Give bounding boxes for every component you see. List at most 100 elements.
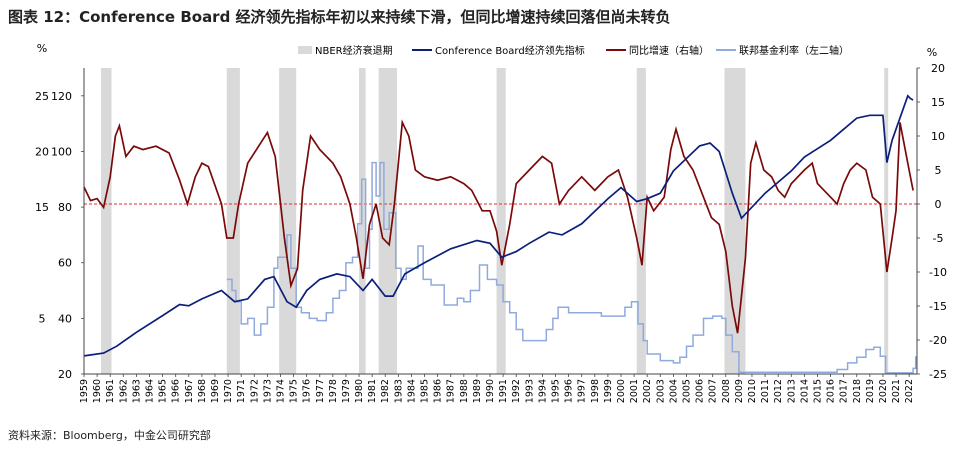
x-tick-label: 1982 <box>380 379 391 403</box>
chart-title: 图表 12：Conference Board 经济领先指标年初以来持续下滑，但同… <box>8 8 671 26</box>
left2-tick-label: 5 <box>39 312 46 325</box>
legend-recession-swatch <box>298 46 312 54</box>
right-tick-label: -25 <box>929 368 947 381</box>
x-tick-label: 1976 <box>302 379 313 403</box>
x-tick-label: 1962 <box>118 379 129 403</box>
recession-band <box>496 68 506 374</box>
x-tick-label: 1967 <box>184 379 195 403</box>
left2-tick-label: 15 <box>35 201 49 214</box>
left-tick-label: 20 <box>58 368 72 381</box>
x-tick-label: 2000 <box>616 379 627 403</box>
x-tick-label: 1981 <box>367 379 378 403</box>
x-tick-label: 1997 <box>577 379 588 403</box>
x-tick-label: 1988 <box>459 379 470 403</box>
x-tick-label: 1971 <box>236 379 247 403</box>
yoy-line <box>83 119 914 334</box>
x-tick-label: 2009 <box>734 379 745 403</box>
x-tick-label: 2015 <box>812 379 823 403</box>
recession-band <box>884 68 889 374</box>
right-tick-label: -20 <box>929 334 947 347</box>
x-tick-label: 2011 <box>760 379 771 403</box>
recession-band <box>101 68 112 374</box>
left-tick-label: 80 <box>58 201 72 214</box>
x-tick-label: 1968 <box>197 379 208 403</box>
recession-band <box>279 68 297 374</box>
x-tick-label: 1996 <box>564 379 575 403</box>
x-tick-label: 2003 <box>655 379 666 403</box>
legend-lei-label: Conference Board经济领先指标 <box>435 44 585 57</box>
x-tick-label: 1998 <box>590 379 601 403</box>
x-tick-label: 2019 <box>865 379 876 403</box>
x-tick-label: 1985 <box>420 379 431 403</box>
x-tick-label: 1990 <box>485 379 496 403</box>
right-tick-label: -5 <box>933 232 944 245</box>
right-tick-label: 10 <box>931 130 945 143</box>
source-note: 资料来源：Bloomberg，中金公司研究部 <box>8 429 211 442</box>
x-tick-label: 1993 <box>524 379 535 403</box>
x-tick-label: 1959 <box>79 379 90 403</box>
x-tick-label: 1965 <box>158 379 169 403</box>
chart-axes: 1959 1960 1961 1962 1963 1964 1965 1966 1967 1968… <box>35 42 947 403</box>
x-tick-label: 1960 <box>92 379 103 403</box>
x-tick-label: 1966 <box>171 379 182 403</box>
x-tick-label: 1969 <box>210 379 221 403</box>
x-tick-label: 2007 <box>708 379 719 403</box>
x-tick-label: 2016 <box>826 379 837 403</box>
series-lines <box>83 94 917 374</box>
right-tick-label: 5 <box>935 164 942 177</box>
x-tick-label: 1972 <box>249 379 260 403</box>
legend-fedfunds-label: 联邦基金利率（左二轴） <box>739 44 849 57</box>
x-tick-label: 2013 <box>786 379 797 403</box>
recession-band <box>378 68 398 374</box>
recession-band <box>636 68 646 374</box>
recession-shading <box>101 68 889 374</box>
x-tick-label: 1992 <box>511 379 522 403</box>
x-tick-label: 2017 <box>839 379 850 403</box>
left-tick-label: 60 <box>58 257 72 270</box>
x-tick-label: 2014 <box>799 379 810 403</box>
x-tick-label: 2001 <box>629 379 640 403</box>
x-tick-label: 1975 <box>289 379 300 403</box>
x-tick-label: 1983 <box>393 379 404 403</box>
left2-tick-label: 25 <box>35 90 49 103</box>
left-tick-label: 120 <box>51 90 72 103</box>
x-tick-label: 1989 <box>472 379 483 403</box>
lei-line <box>83 94 914 357</box>
right-axis-unit: % <box>927 46 937 59</box>
x-tick-label: 1970 <box>223 379 234 403</box>
x-tick-label: 1991 <box>498 379 509 403</box>
x-tick-label: 1986 <box>433 379 444 403</box>
x-tick-label: 2012 <box>773 379 784 403</box>
left2-tick-label: 20 <box>35 145 49 158</box>
legend-recession-label: NBER经济衰退期 <box>315 44 393 57</box>
x-tick-label: 1995 <box>551 379 562 403</box>
legend-yoy-label: 同比增速（右轴） <box>629 44 709 57</box>
right-tick-label: 20 <box>931 62 945 75</box>
x-tick-label: 1974 <box>275 379 286 403</box>
x-tick-label: 1964 <box>144 379 155 403</box>
x-tick-label: 1963 <box>131 379 142 403</box>
x-tick-label: 1979 <box>341 379 352 403</box>
x-tick-label: 2022 <box>904 379 915 403</box>
x-tick-label: 2021 <box>891 379 902 403</box>
x-tick-label: 1961 <box>105 379 116 403</box>
x-tick-label: 2020 <box>878 379 889 403</box>
x-tick-label: 2005 <box>681 379 692 403</box>
right-tick-label: 0 <box>935 198 942 211</box>
x-tick-label: 2010 <box>747 379 758 403</box>
left-tick-label: 40 <box>58 312 72 325</box>
right-tick-label: -10 <box>929 266 947 279</box>
recession-band <box>226 68 240 374</box>
x-tick-label: 1977 <box>315 379 326 403</box>
x-tick-label: 2006 <box>695 379 706 403</box>
right-tick-label: 15 <box>931 96 945 109</box>
fedfunds-line <box>226 161 917 374</box>
x-tick-label: 2008 <box>721 379 732 403</box>
x-tick-label: 2018 <box>852 379 863 403</box>
left-tick-label: 100 <box>51 145 72 158</box>
x-tick-label: 1980 <box>354 379 365 403</box>
x-tick-label: 1984 <box>406 379 417 403</box>
x-tick-label: 1973 <box>262 379 273 403</box>
x-tick-label: 2004 <box>668 379 679 403</box>
